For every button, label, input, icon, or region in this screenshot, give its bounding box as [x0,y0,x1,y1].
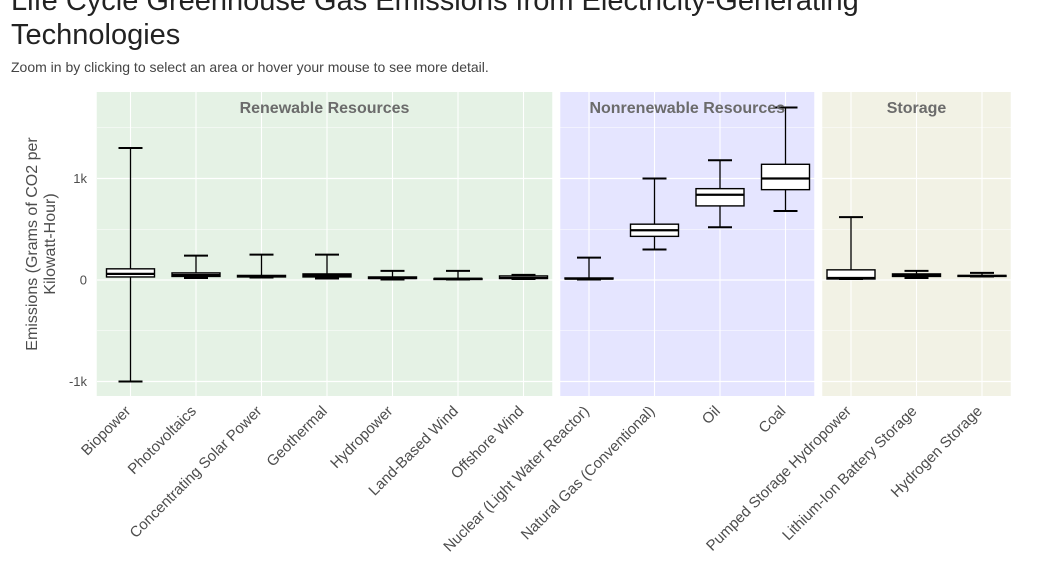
box-9 [629,177,680,251]
x-tick-label: Concentrating Solar Power [127,403,266,542]
box-body [695,187,745,207]
box-12 [826,216,876,280]
box-11 [760,106,811,212]
group-label: Storage [887,100,947,117]
x-tick-label: Hydropower [327,403,396,472]
box-3 [236,253,287,279]
box-14 [957,271,1007,278]
box-6 [433,269,483,281]
group-label: Nonrenewable Resources [589,100,785,117]
y-tick-label: 0 [80,273,87,288]
y-axis-title: Emissions (Grams of CO2 perKilowatt-Hour… [24,137,59,351]
group-label: Renewable Resources [240,100,410,117]
group-panel [560,92,815,396]
chart-subtitle: Zoom in by clicking to select an area or… [11,59,489,75]
box-body [760,163,811,191]
box-13 [891,269,942,279]
group-panel [96,92,553,396]
box-10 [695,159,745,229]
box-4 [302,253,352,280]
x-tick-label: Geothermal [263,403,330,470]
y-tick-label: -1k [69,374,88,389]
x-tick-label: Biopower [78,403,134,459]
box-1 [105,147,156,383]
y-tick-label: 1k [73,171,87,186]
x-tick-label: Coal [755,403,789,437]
box-7 [498,273,549,280]
x-tick-label: Oil [699,403,724,428]
x-tick-label: Lithium-Ion Battery Storage [779,403,920,544]
x-tick-label: Natural Gas (Conventional) [518,403,659,544]
box-5 [367,269,418,281]
box-8 [564,256,614,281]
chart-title: Life Cycle Greenhouse Gas Emissions from… [11,0,859,51]
box-2 [171,254,221,279]
